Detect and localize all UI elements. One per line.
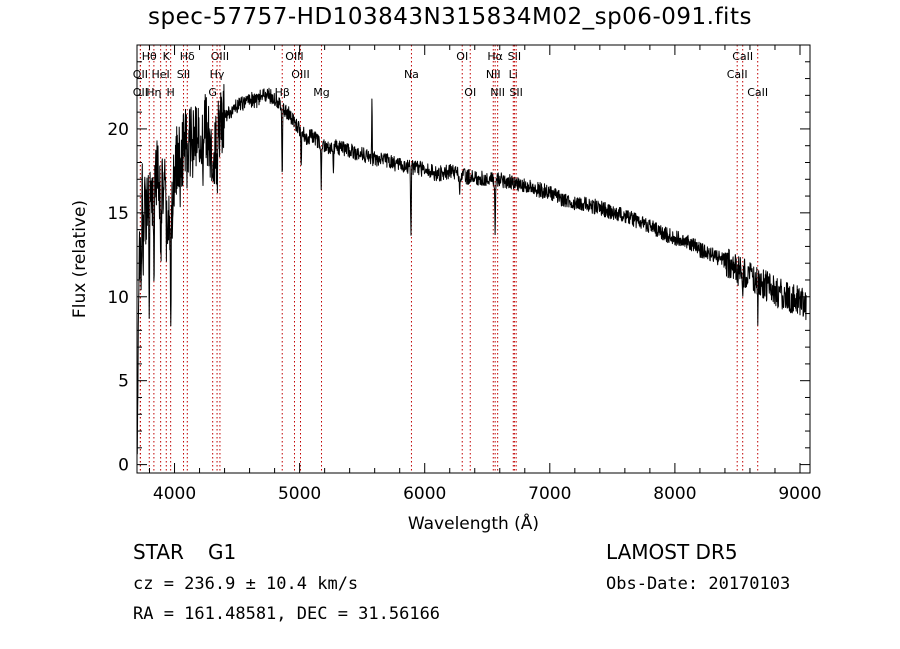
x-tick-label-5: 9000: [778, 484, 821, 504]
plot-frame: [136, 44, 811, 474]
line-marker-label-24: SII: [509, 86, 522, 99]
line-marker-label-3: K: [163, 50, 171, 63]
x-tick-label-4: 8000: [653, 484, 696, 504]
line-marker-label-19: Hα: [487, 50, 503, 63]
line-marker-label-16: Na: [404, 68, 419, 81]
y-tick-label-1: 5: [118, 372, 129, 392]
line-marker-label-27: CaII: [747, 86, 768, 99]
line-marker-label-13: OIII: [291, 68, 309, 81]
observation-date: Obs-Date: 20170103: [606, 574, 791, 594]
line-marker-label-22: SII: [508, 50, 521, 63]
y-tick-label-0: 0: [118, 456, 129, 476]
line-marker-label-25: CaII: [732, 50, 753, 63]
chart-title: spec-57757-HD103843N315834M02_sp06-091.f…: [148, 4, 752, 30]
survey-name: LAMOST DR5: [606, 540, 738, 564]
object-class: STAR: [133, 540, 184, 564]
line-marker-label-4: HeI: [151, 68, 169, 81]
line-marker-label-23: Li: [509, 68, 518, 81]
line-marker-label-21: NII: [490, 86, 505, 99]
line-marker-label-8: SII: [177, 68, 190, 81]
line-marker-label-10: Hγ: [210, 68, 225, 81]
line-marker-label-15: Mg: [313, 86, 329, 99]
coordinates-readout: RA = 161.48581, DEC = 31.56166: [133, 604, 441, 624]
object-subclass: G1: [208, 540, 237, 564]
line-marker-label-12: OIII: [285, 50, 303, 63]
x-axis-label: Wavelength (Å): [408, 512, 539, 534]
line-marker-label-7: Hδ: [180, 50, 195, 63]
line-marker-label-5: Hη: [146, 86, 161, 99]
y-tick-label-4: 20: [107, 120, 129, 140]
line-marker-label-9: OIII: [211, 50, 229, 63]
line-marker-label-26: CaII: [727, 68, 748, 81]
y-axis-label: Flux (relative): [70, 200, 90, 318]
line-marker-label-11: G: [208, 86, 217, 99]
x-tick-label-0: 4000: [153, 484, 196, 504]
line-marker-label-17: OI: [456, 50, 468, 63]
x-tick-label-3: 7000: [528, 484, 571, 504]
x-tick-label-2: 6000: [403, 484, 446, 504]
redshift-readout: cz = 236.9 ± 10.4 km/s: [133, 574, 359, 594]
line-marker-label-18: OI: [464, 86, 476, 99]
x-tick-label-1: 5000: [278, 484, 321, 504]
line-marker-label-14: Hβ: [275, 86, 290, 99]
spectrum-line: [136, 84, 807, 455]
line-marker-label-0: Hθ: [142, 50, 157, 63]
y-tick-label-2: 10: [107, 288, 129, 308]
line-marker-label-20: NII: [486, 68, 501, 81]
line-marker-label-6: H: [167, 86, 175, 99]
y-tick-label-3: 15: [107, 204, 129, 224]
